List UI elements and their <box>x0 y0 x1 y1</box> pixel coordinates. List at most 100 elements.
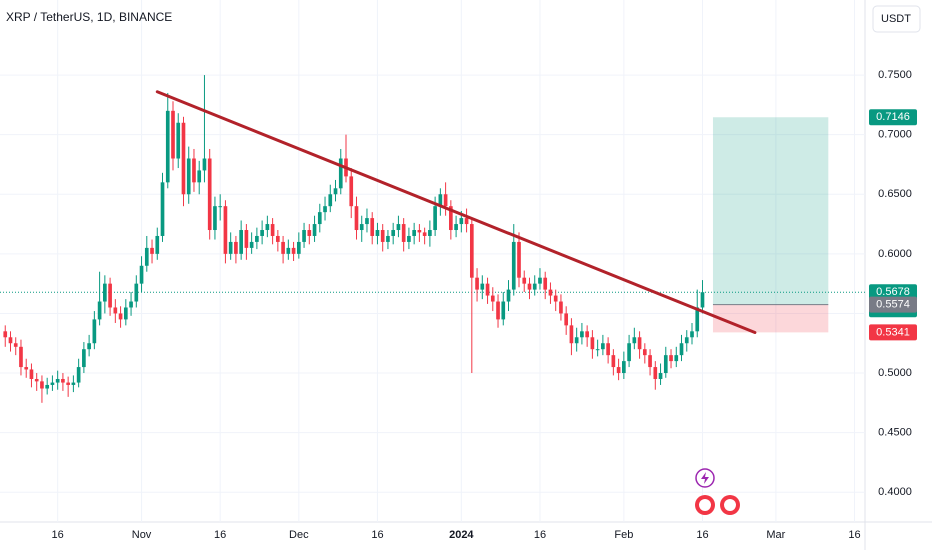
candle-body <box>480 283 485 290</box>
candle-body <box>642 349 647 356</box>
candle-body <box>202 158 207 171</box>
candle-body <box>658 373 663 379</box>
candle-body <box>428 230 432 236</box>
candle-body <box>234 241 238 254</box>
candle-body <box>3 331 8 338</box>
candle-body <box>553 295 558 302</box>
candle-body <box>501 301 506 320</box>
currency-label[interactable]: USDT <box>881 13 911 25</box>
candle-body <box>684 337 689 344</box>
candle-body <box>97 301 102 320</box>
candle-body <box>333 188 338 195</box>
target-zone <box>712 117 829 305</box>
candle-body <box>354 206 359 231</box>
x-tick-label: Dec <box>289 529 309 541</box>
candle-body <box>396 224 401 231</box>
candle-body <box>637 337 642 350</box>
candle-body <box>165 110 170 183</box>
x-tick-label: 16 <box>214 529 226 541</box>
candle-body <box>66 382 70 385</box>
candle-body <box>155 235 160 254</box>
candle-body <box>648 355 652 368</box>
candle-body <box>134 283 139 302</box>
candle-body <box>532 283 537 290</box>
candle-body <box>186 158 191 195</box>
candle-body <box>8 337 13 344</box>
candle-body <box>181 122 186 195</box>
candle-body <box>700 292 705 308</box>
trendline <box>155 90 757 335</box>
y-tick-label: 0.6500 <box>878 188 912 200</box>
candle-body <box>40 381 44 389</box>
candle-body <box>13 343 18 347</box>
candle-body <box>527 283 532 290</box>
candle-body <box>113 307 118 314</box>
candle-body <box>454 224 458 231</box>
y-tick-label: 0.7000 <box>878 129 912 141</box>
currency-button[interactable] <box>872 5 921 33</box>
candle-body <box>674 355 679 362</box>
candle-body <box>564 313 569 326</box>
candle-body <box>679 343 684 356</box>
candle-body <box>459 218 464 225</box>
candle-body <box>82 349 86 368</box>
candle-body <box>580 331 584 338</box>
candle-body <box>464 218 469 225</box>
candle-body <box>412 230 416 236</box>
candle-body <box>118 313 123 320</box>
candle-body <box>511 241 516 290</box>
candle-body <box>375 230 380 236</box>
y-tick-label: 0.6000 <box>878 248 912 260</box>
candle-body <box>653 367 658 379</box>
candle-body <box>45 384 50 389</box>
candle-body <box>391 230 396 236</box>
x-tick-label: Nov <box>132 529 152 541</box>
candle-body <box>338 158 343 189</box>
bolt <box>701 472 709 484</box>
candle-body <box>538 277 542 284</box>
candle-body <box>417 230 422 233</box>
x-tick-label: 16 <box>371 529 383 541</box>
candle-body <box>317 212 322 225</box>
candle-body <box>401 224 406 242</box>
candle-body <box>543 277 548 290</box>
price-tag-label: 0.7146 <box>876 111 910 123</box>
candle-body <box>622 361 626 374</box>
x-tick-label: 16 <box>52 529 64 541</box>
price-tag-label: 0.5574 <box>876 299 910 311</box>
candle-body <box>302 230 306 242</box>
y-tick-label: 0.7500 <box>878 69 912 81</box>
price-tag-label: 0.5341 <box>876 326 910 338</box>
candle-body <box>328 194 333 207</box>
candle-body <box>223 206 228 254</box>
flag-icon <box>699 499 711 511</box>
candle-body <box>276 235 280 242</box>
candle-body <box>359 224 364 231</box>
candle-body <box>34 378 39 382</box>
chart-title: XRP / TetherUS, 1D, BINANCE <box>6 10 172 24</box>
candle-body <box>496 301 500 320</box>
candle-body <box>522 277 527 284</box>
candle-body <box>323 206 327 213</box>
price-tag <box>869 109 917 126</box>
candle-body <box>61 378 65 383</box>
candle-body <box>19 346 23 368</box>
candle-body <box>380 230 385 242</box>
candle-body <box>365 218 369 225</box>
x-tick-label: 16 <box>848 529 860 541</box>
candle-body <box>632 337 637 344</box>
flag-icon <box>724 499 736 511</box>
candle-body <box>281 241 285 254</box>
candle-body <box>475 277 479 290</box>
candle-body <box>449 206 453 231</box>
y-tick-label: 0.5000 <box>878 367 912 379</box>
price-tag <box>869 296 917 313</box>
candle-body <box>291 247 296 254</box>
candle-body <box>443 194 448 207</box>
candle-body <box>627 343 631 362</box>
candle-body <box>24 367 29 370</box>
candle-body <box>71 382 76 385</box>
candle-body <box>312 224 317 236</box>
candle-body <box>55 378 60 383</box>
